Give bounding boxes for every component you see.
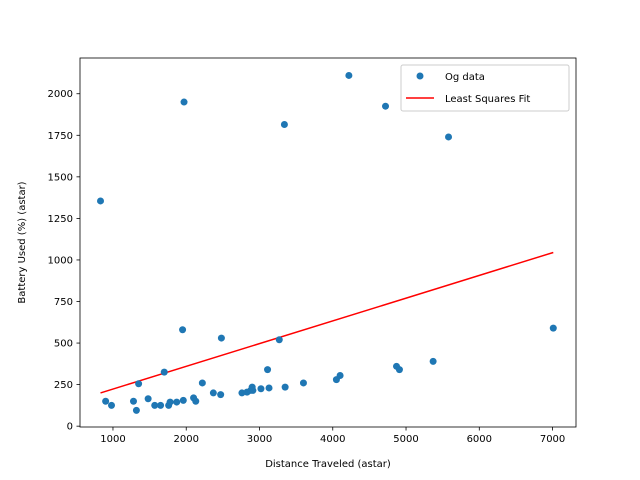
data-point bbox=[135, 380, 143, 388]
data-point bbox=[249, 386, 257, 394]
y-tick-label: 750 bbox=[54, 297, 73, 308]
data-point bbox=[132, 406, 140, 414]
data-point bbox=[157, 401, 165, 409]
data-point bbox=[166, 398, 174, 406]
data-point bbox=[275, 336, 283, 344]
data-point bbox=[217, 334, 225, 342]
y-tick-label: 1750 bbox=[48, 131, 73, 142]
y-tick-label: 1500 bbox=[48, 172, 73, 183]
x-tick-label: 7000 bbox=[540, 434, 565, 445]
plot-content bbox=[97, 71, 557, 414]
data-point bbox=[144, 395, 152, 403]
x-axis-ticks: 1000 2000 3000 4000 5000 6000 7000 bbox=[100, 427, 565, 445]
data-point bbox=[129, 397, 137, 405]
data-point bbox=[198, 379, 206, 387]
legend-marker-og-data bbox=[416, 72, 424, 80]
data-point bbox=[264, 366, 272, 374]
data-point bbox=[102, 397, 110, 405]
data-point bbox=[280, 120, 288, 128]
y-tick-label: 500 bbox=[54, 339, 73, 350]
data-point bbox=[108, 401, 116, 409]
data-point bbox=[192, 397, 200, 405]
data-point bbox=[238, 389, 246, 397]
data-point bbox=[265, 384, 273, 392]
x-tick-label: 3000 bbox=[247, 434, 272, 445]
legend-label-least-squares-fit: Least Squares Fit bbox=[445, 94, 530, 105]
data-point bbox=[345, 71, 353, 79]
y-axis-label: Battery Used (%) (astar) bbox=[17, 181, 28, 303]
data-point bbox=[160, 368, 168, 376]
y-tick-label: 250 bbox=[54, 380, 73, 391]
data-point bbox=[209, 389, 217, 397]
x-tick-label: 4000 bbox=[320, 434, 345, 445]
plot-frame bbox=[79, 57, 577, 428]
y-tick-label: 1250 bbox=[48, 214, 73, 225]
x-tick-label: 1000 bbox=[100, 434, 125, 445]
least-squares-fit-line bbox=[100, 251, 554, 394]
data-point bbox=[382, 102, 390, 110]
legend-box bbox=[400, 64, 570, 112]
x-tick-label: 2000 bbox=[174, 434, 199, 445]
data-point bbox=[281, 383, 289, 391]
legend: Og data Least Squares Fit bbox=[400, 64, 570, 112]
data-point bbox=[97, 197, 105, 205]
data-point bbox=[179, 396, 187, 404]
y-tick-label: 0 bbox=[67, 422, 73, 433]
data-point bbox=[445, 133, 453, 141]
data-point bbox=[179, 326, 187, 334]
y-axis-ticks: 0 250 500 750 1000 1250 1500 1750 2000 bbox=[48, 89, 80, 433]
x-axis-label: Distance Traveled (astar) bbox=[265, 459, 391, 470]
y-tick-label: 2000 bbox=[48, 89, 73, 100]
data-point bbox=[257, 385, 265, 393]
x-tick-label: 6000 bbox=[467, 434, 492, 445]
data-point bbox=[173, 398, 181, 406]
data-point bbox=[299, 379, 307, 387]
data-point bbox=[549, 324, 557, 332]
data-point bbox=[217, 391, 225, 399]
y-tick-label: 1000 bbox=[48, 255, 73, 266]
data-point bbox=[336, 371, 344, 379]
data-point bbox=[395, 366, 403, 374]
x-tick-label: 5000 bbox=[393, 434, 418, 445]
data-point bbox=[151, 401, 159, 409]
legend-label-og-data: Og data bbox=[445, 72, 485, 83]
data-point bbox=[180, 98, 188, 106]
data-point bbox=[429, 357, 437, 365]
